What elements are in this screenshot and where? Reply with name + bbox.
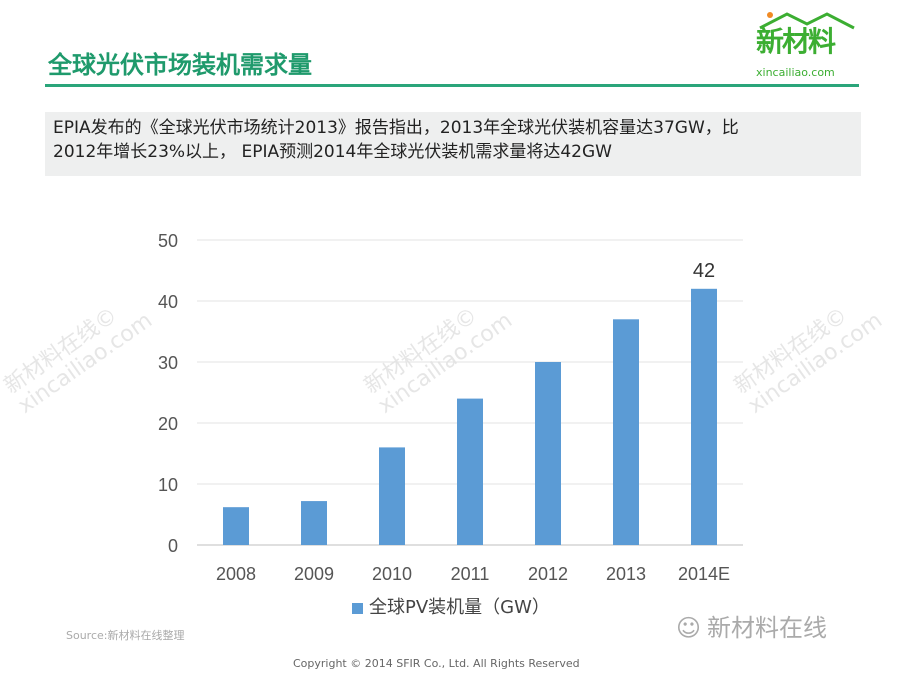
x-tick-label: 2012 xyxy=(528,564,568,584)
bar-2008 xyxy=(223,507,249,545)
summary-box: EPIA发布的《全球光伏市场统计2013》报告指出，2013年全球光伏装机容量达… xyxy=(45,112,861,176)
x-tick-label: 2013 xyxy=(606,564,646,584)
x-tick-label: 2010 xyxy=(372,564,412,584)
wechat-account: ☺ 新材料在线 xyxy=(676,613,827,643)
y-tick-label: 20 xyxy=(158,414,178,434)
y-tick-label: 50 xyxy=(158,231,178,251)
bar-2009 xyxy=(301,501,327,545)
summary-line-1: EPIA发布的《全球光伏市场统计2013》报告指出，2013年全球光伏装机容量达… xyxy=(53,118,739,138)
x-tick-label: 2008 xyxy=(216,564,256,584)
wechat-name: 新材料在线 xyxy=(707,614,828,642)
page-title: 全球光伏市场装机需求量 xyxy=(48,51,312,79)
logo-text-cn: 新材料 xyxy=(756,25,836,58)
bar-2011 xyxy=(457,398,483,545)
source-note: Source:新材料在线整理 xyxy=(66,629,185,642)
x-tick-label: 2014E xyxy=(678,564,730,584)
title-divider xyxy=(45,84,859,87)
bar-2010 xyxy=(379,447,405,545)
y-tick-label: 0 xyxy=(168,536,178,556)
summary-line-2: 2012年增长23%以上， EPIA预测2014年全球光伏装机需求量将达42GW xyxy=(53,142,612,162)
logo: 新材料 xincailiao.com xyxy=(752,10,872,84)
copyright: Copyright © 2014 SFIR Co., Ltd. All Righ… xyxy=(293,657,580,670)
data-label: 42 xyxy=(693,260,715,282)
y-tick-label: 30 xyxy=(158,353,178,373)
x-tick-label: 2009 xyxy=(294,564,334,584)
logo-text-en: xincailiao.com xyxy=(756,66,835,79)
bar-2014E xyxy=(691,288,717,545)
legend: 全球PV装机量（GW） xyxy=(352,597,550,619)
legend-label: 全球PV装机量（GW） xyxy=(369,597,550,618)
wechat-icon: ☺ xyxy=(676,614,702,642)
y-tick-label: 40 xyxy=(158,292,178,312)
legend-swatch xyxy=(352,602,363,614)
house-roof-icon xyxy=(759,12,855,30)
bar-2012 xyxy=(535,362,561,545)
bar-2013 xyxy=(613,319,639,545)
x-tick-label: 2011 xyxy=(451,564,490,584)
y-tick-label: 10 xyxy=(158,475,178,495)
